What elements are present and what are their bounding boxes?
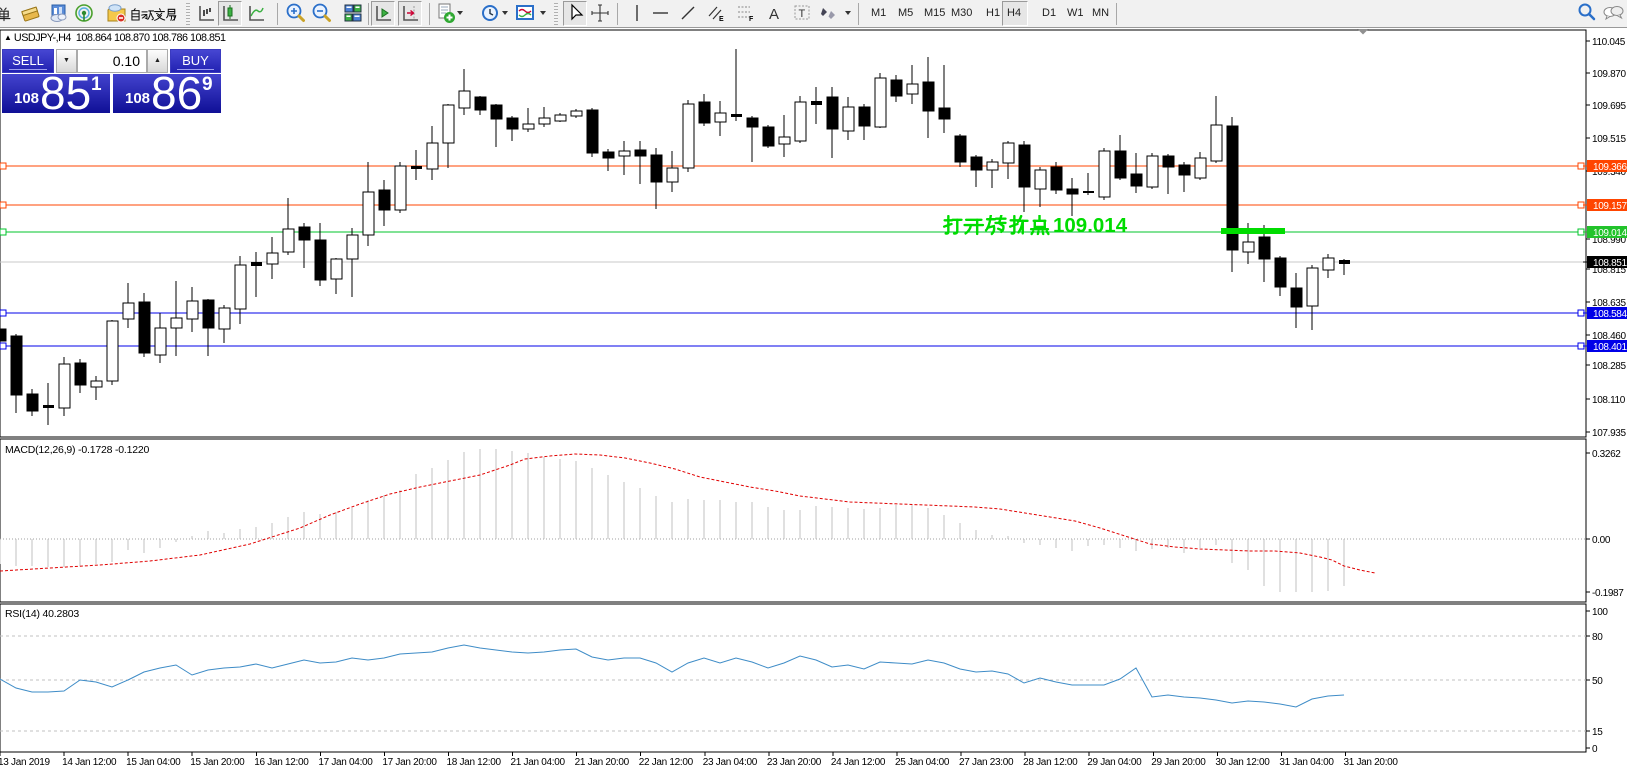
svg-text:100: 100 <box>1592 607 1608 618</box>
svg-text:0.3262: 0.3262 <box>1592 449 1621 460</box>
svg-text:15 Jan 20:00: 15 Jan 20:00 <box>190 757 245 768</box>
svg-text:15 Jan 04:00: 15 Jan 04:00 <box>126 757 181 768</box>
svg-text:108.401: 108.401 <box>1593 342 1627 353</box>
svg-text:50: 50 <box>1592 676 1603 687</box>
svg-text:27 Jan 23:00: 27 Jan 23:00 <box>959 757 1014 768</box>
svg-text:109.870: 109.870 <box>1592 69 1626 80</box>
svg-text:0.00: 0.00 <box>1592 535 1611 546</box>
svg-text:109.515: 109.515 <box>1592 134 1626 145</box>
svg-text:108.285: 108.285 <box>1592 361 1626 372</box>
svg-text:RSI(14) 40.2803: RSI(14) 40.2803 <box>5 608 79 620</box>
svg-text:T: T <box>799 8 806 20</box>
svg-text:109.014: 109.014 <box>1593 228 1627 239</box>
svg-text:109.366: 109.366 <box>1593 162 1627 173</box>
svg-text:108.584: 108.584 <box>1593 309 1627 320</box>
svg-text:18 Jan 12:00: 18 Jan 12:00 <box>446 757 501 768</box>
svg-text:108.815: 108.815 <box>1592 265 1626 276</box>
svg-text:109.695: 109.695 <box>1592 101 1626 112</box>
svg-text:109.014: 109.014 <box>1053 215 1128 237</box>
svg-text:30 Jan 12:00: 30 Jan 12:00 <box>1215 757 1270 768</box>
svg-text:108.110: 108.110 <box>1592 395 1626 406</box>
svg-text:110.045: 110.045 <box>1592 37 1626 48</box>
svg-text:15: 15 <box>1592 727 1603 738</box>
svg-text:108.460: 108.460 <box>1592 331 1626 342</box>
svg-text:108.990: 108.990 <box>1592 235 1626 246</box>
svg-text:MACD(12,26,9) -0.1728 -0.1220: MACD(12,26,9) -0.1728 -0.1220 <box>5 444 150 456</box>
svg-text:13 Jan 2019: 13 Jan 2019 <box>0 757 50 768</box>
svg-text:16 Jan 12:00: 16 Jan 12:00 <box>254 757 309 768</box>
svg-text:108.851: 108.851 <box>1593 258 1627 269</box>
svg-text:21 Jan 20:00: 21 Jan 20:00 <box>575 757 630 768</box>
svg-text:A: A <box>769 6 779 23</box>
svg-text:108.635: 108.635 <box>1592 298 1626 309</box>
svg-text:107.935: 107.935 <box>1592 428 1626 439</box>
svg-text:23 Jan 04:00: 23 Jan 04:00 <box>703 757 758 768</box>
svg-text:22 Jan 12:00: 22 Jan 12:00 <box>639 757 694 768</box>
svg-text:25 Jan 04:00: 25 Jan 04:00 <box>895 757 950 768</box>
svg-text:0: 0 <box>1592 744 1598 755</box>
svg-text:F: F <box>749 16 754 23</box>
svg-text:21 Jan 04:00: 21 Jan 04:00 <box>511 757 566 768</box>
svg-text:24 Jan 12:00: 24 Jan 12:00 <box>831 757 886 768</box>
svg-text:29 Jan 04:00: 29 Jan 04:00 <box>1087 757 1142 768</box>
svg-text:-0.1987: -0.1987 <box>1592 588 1624 599</box>
svg-text:109.157: 109.157 <box>1593 201 1627 212</box>
svg-text:28 Jan 12:00: 28 Jan 12:00 <box>1023 757 1078 768</box>
svg-text:23 Jan 20:00: 23 Jan 20:00 <box>767 757 822 768</box>
svg-text:31 Jan 20:00: 31 Jan 20:00 <box>1343 757 1398 768</box>
svg-text:17 Jan 20:00: 17 Jan 20:00 <box>382 757 437 768</box>
svg-text:E: E <box>719 16 724 23</box>
svg-text:14 Jan 12:00: 14 Jan 12:00 <box>62 757 117 768</box>
svg-text:29 Jan 20:00: 29 Jan 20:00 <box>1151 757 1206 768</box>
svg-text:80: 80 <box>1592 632 1603 643</box>
svg-text:31 Jan 04:00: 31 Jan 04:00 <box>1279 757 1334 768</box>
svg-text:109.340: 109.340 <box>1592 167 1626 178</box>
svg-text:17 Jan 04:00: 17 Jan 04:00 <box>318 757 373 768</box>
